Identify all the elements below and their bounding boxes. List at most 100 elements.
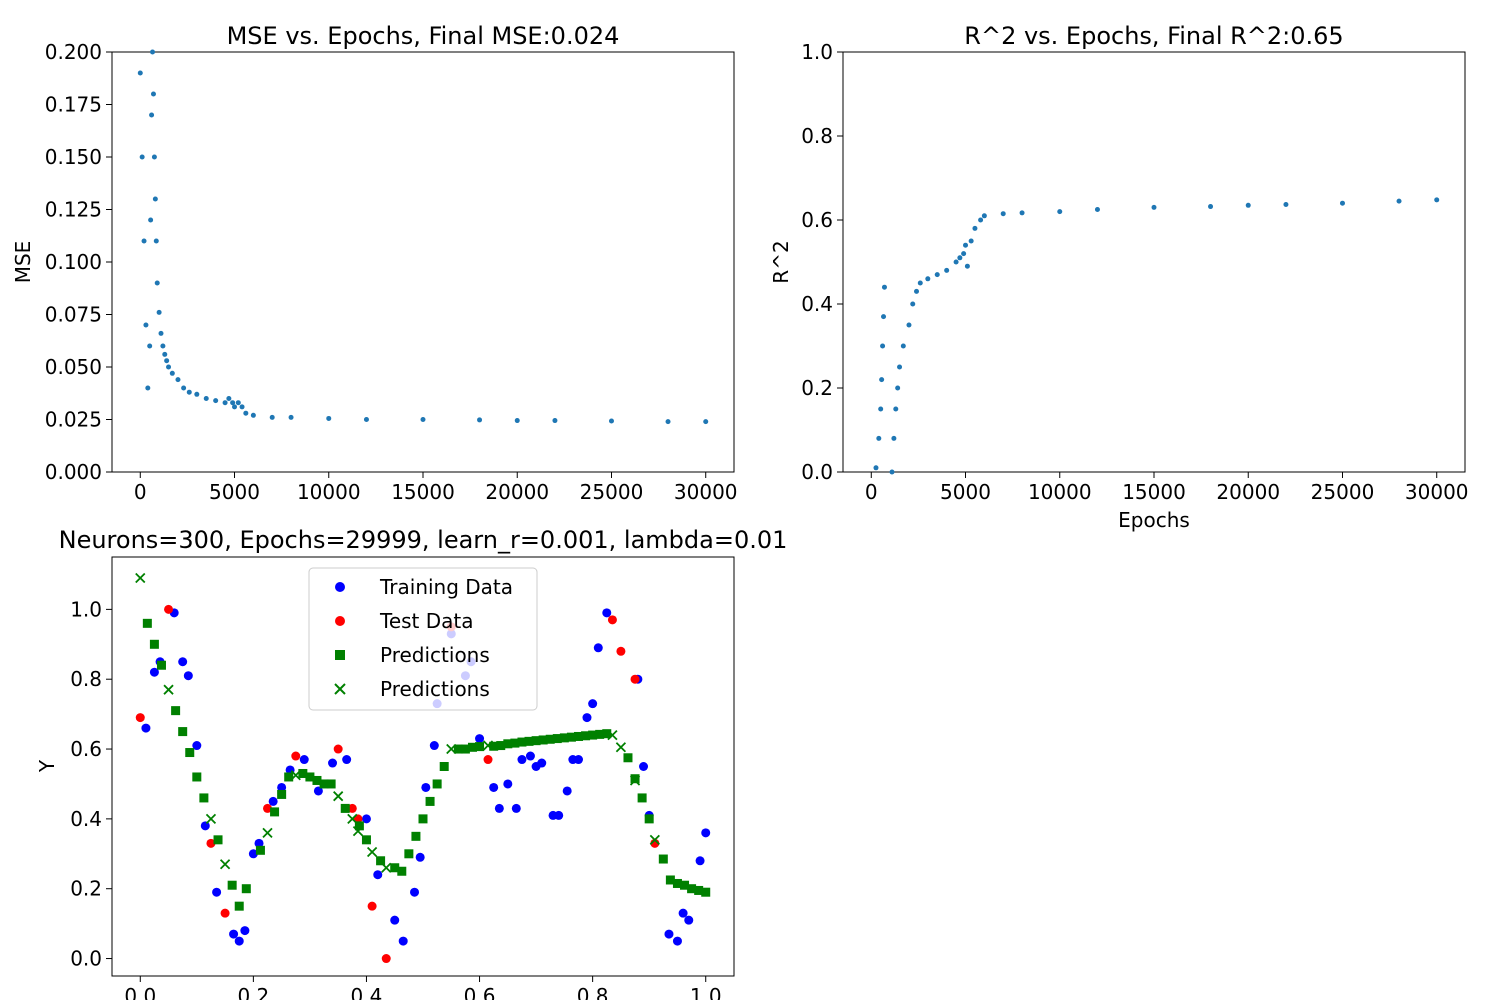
data-point	[390, 915, 400, 925]
data-point	[361, 835, 371, 845]
data-point	[141, 238, 147, 244]
legend-marker-prediction-x	[334, 683, 346, 695]
data-point	[695, 856, 705, 866]
data-point	[981, 213, 987, 219]
data-point	[268, 796, 278, 806]
data-point	[156, 309, 162, 315]
data-point	[381, 862, 392, 873]
prediction-chart-panel: Neurons=300, Epochs=29999, learn_r=0.001…	[35, 526, 787, 1000]
data-point	[162, 351, 168, 357]
data-point	[219, 859, 231, 870]
data-point	[680, 880, 690, 890]
y-axis-label: MSE	[11, 241, 35, 284]
legend: Training Data Test Data Predictions Pred…	[308, 567, 538, 711]
data-point	[319, 779, 329, 789]
axis-ticks: 0.0 0.2 0.4 0.6 0.8 1.0 0.0 0.2 0.4 0.6 0.8 1.0	[70, 597, 721, 1000]
data-point	[354, 821, 364, 831]
data-point	[616, 646, 626, 656]
data-point	[503, 739, 513, 749]
data-point	[701, 887, 711, 897]
data-point	[234, 901, 244, 911]
data-point	[352, 825, 364, 837]
data-point	[328, 758, 338, 768]
x-tick-label: 30000	[674, 480, 738, 504]
data-point	[432, 779, 442, 789]
data-point	[213, 835, 223, 845]
data-point	[489, 782, 499, 792]
y-axis-label: R^2	[769, 240, 793, 283]
data-point	[494, 803, 504, 813]
data-point	[269, 414, 275, 420]
x-axis-label: Epochs	[1118, 508, 1190, 532]
data-point	[347, 803, 357, 813]
data-point	[593, 643, 603, 653]
data-point	[363, 417, 369, 422]
data-point	[1057, 209, 1063, 215]
data-point	[917, 280, 923, 286]
data-point	[684, 915, 694, 925]
plot-frame	[842, 51, 1466, 473]
data-point	[200, 821, 210, 831]
data-point	[213, 398, 219, 404]
data-point	[206, 838, 216, 848]
data-point	[181, 385, 187, 391]
data-point	[595, 729, 605, 739]
data-point	[230, 400, 236, 406]
data-point	[164, 604, 174, 614]
data-point	[183, 671, 193, 681]
data-point	[968, 238, 974, 244]
data-point	[186, 389, 192, 395]
data-point	[299, 755, 309, 765]
data-point	[467, 742, 477, 752]
data-point	[212, 887, 222, 897]
data-point	[514, 418, 520, 424]
data-point	[460, 744, 470, 754]
legend-label: Test Data	[379, 609, 474, 633]
data-point	[205, 813, 217, 825]
data-point	[145, 385, 151, 391]
y-tick-label: 0.6	[70, 737, 102, 761]
data-point	[361, 814, 371, 824]
data-point	[192, 741, 202, 751]
data-point	[425, 796, 435, 806]
x-tick-label: 20000	[485, 480, 549, 504]
data-point	[326, 415, 332, 421]
data-point	[199, 793, 209, 803]
data-point	[147, 343, 153, 349]
data-point	[149, 667, 159, 677]
data-point	[672, 936, 682, 946]
y-tick-label: 0.4	[801, 292, 833, 316]
data-point	[185, 748, 195, 758]
data-point	[234, 936, 244, 946]
data-point	[263, 803, 272, 813]
data-point	[313, 786, 323, 796]
data-point	[367, 901, 377, 911]
data-point	[250, 412, 256, 418]
data-point	[953, 259, 959, 265]
data-point	[964, 263, 970, 269]
data-point	[637, 793, 647, 803]
data-point	[255, 845, 265, 855]
data-point	[880, 343, 886, 349]
data-point	[135, 713, 145, 723]
data-point	[277, 789, 287, 799]
data-point	[672, 878, 682, 888]
data-point	[678, 908, 688, 918]
legend-label: Predictions	[380, 643, 490, 667]
y-axis-label: Y	[35, 759, 59, 773]
data-point	[156, 660, 166, 670]
data-point	[1000, 211, 1006, 217]
data-point	[961, 251, 967, 257]
x-tick-label: 25000	[580, 480, 644, 504]
data-point	[254, 838, 264, 848]
data-point	[687, 884, 697, 894]
data-point	[288, 414, 294, 420]
data-point	[602, 729, 612, 739]
data-point	[326, 779, 336, 789]
data-point	[531, 736, 541, 746]
data-point	[381, 954, 391, 964]
data-point	[421, 782, 431, 792]
data-point	[881, 314, 887, 320]
data-point	[429, 741, 439, 751]
x-tick-label: 5000	[940, 480, 991, 504]
